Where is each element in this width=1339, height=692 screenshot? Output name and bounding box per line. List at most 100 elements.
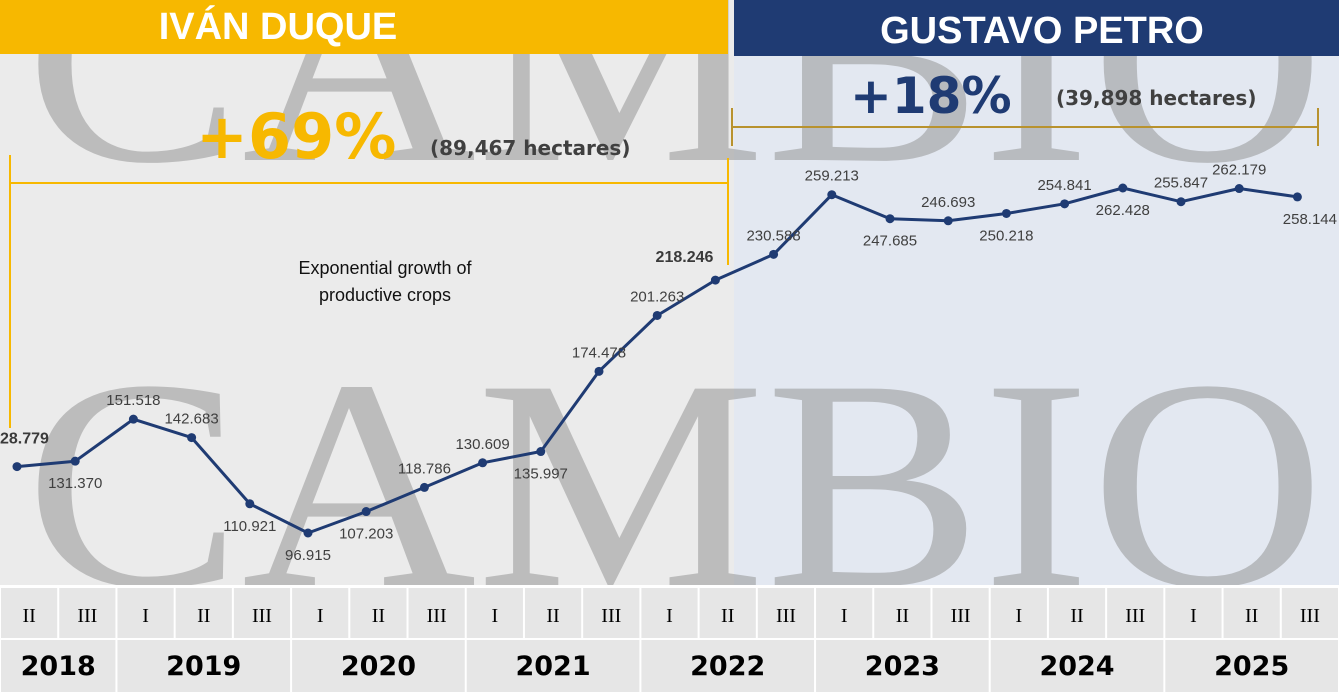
quarter-tick-label: I bbox=[1190, 605, 1197, 627]
quarter-tick-label: I bbox=[317, 605, 324, 627]
data-point bbox=[594, 366, 604, 376]
duque-banner bbox=[0, 0, 728, 54]
data-label: 247.685 bbox=[863, 233, 917, 250]
data-label: 201.263 bbox=[630, 288, 684, 305]
data-label: 258.144 bbox=[1283, 211, 1337, 228]
data-point bbox=[652, 310, 662, 320]
data-label: 151.518 bbox=[106, 392, 160, 409]
petro-growth-percent: +18% bbox=[850, 67, 1012, 125]
data-point bbox=[1176, 197, 1186, 207]
quarter-tick-label: I bbox=[841, 605, 848, 627]
data-label: 218.246 bbox=[656, 249, 714, 266]
quarter-cell bbox=[117, 588, 174, 638]
quarter-cell bbox=[233, 588, 291, 638]
quarter-tick-label: II bbox=[22, 605, 35, 627]
quarter-cell bbox=[874, 588, 931, 638]
quarter-cell bbox=[350, 588, 407, 638]
year-cell bbox=[990, 640, 1164, 692]
duque-bracket bbox=[9, 155, 729, 428]
data-label: 28.779 bbox=[0, 431, 49, 448]
year-tick-label: 2019 bbox=[166, 651, 241, 682]
petro-banner bbox=[734, 0, 1339, 56]
annotation-line-2: productive crops bbox=[319, 285, 451, 305]
quarter-cell bbox=[641, 588, 698, 638]
annotation-line-1: Exponential growth of bbox=[298, 258, 472, 278]
quarter-tick-label: III bbox=[951, 605, 971, 627]
quarter-cell bbox=[1, 588, 58, 638]
quarter-cell bbox=[932, 588, 989, 638]
data-label: 118.786 bbox=[398, 460, 451, 477]
quarter-tick-label: III bbox=[1125, 605, 1145, 627]
year-tick-label: 2018 bbox=[21, 651, 96, 682]
year-cell bbox=[1, 640, 116, 692]
series-group bbox=[12, 183, 1302, 538]
quarter-tick-label: III bbox=[252, 605, 272, 627]
data-point bbox=[303, 528, 313, 538]
data-point bbox=[536, 447, 546, 457]
data-label: 130.609 bbox=[455, 436, 509, 453]
quarter-cell bbox=[175, 588, 232, 638]
quarter-tick-label: II bbox=[546, 605, 559, 627]
data-point bbox=[1060, 199, 1070, 209]
data-label: 96.915 bbox=[285, 547, 331, 564]
quarter-tick-label: III bbox=[601, 605, 621, 627]
quarter-tick-label: II bbox=[197, 605, 210, 627]
quarter-cell bbox=[699, 588, 756, 638]
data-point bbox=[1234, 184, 1244, 194]
data-point bbox=[943, 216, 953, 226]
data-label: 230.588 bbox=[746, 227, 800, 244]
data-label: 142.683 bbox=[164, 411, 218, 428]
year-cell bbox=[641, 640, 815, 692]
data-label: 174.478 bbox=[572, 344, 626, 361]
data-label: 255.847 bbox=[1154, 175, 1208, 192]
year-cell bbox=[1165, 640, 1338, 692]
petro-period-background bbox=[734, 0, 1339, 585]
year-cell bbox=[816, 640, 989, 692]
year-tick-label: 2020 bbox=[341, 651, 416, 682]
data-point bbox=[128, 414, 138, 424]
year-tick-label: 2023 bbox=[865, 651, 940, 682]
data-label: 259.213 bbox=[805, 168, 859, 185]
data-point bbox=[710, 275, 720, 285]
data-point bbox=[419, 482, 429, 492]
quarter-tick-label: II bbox=[721, 605, 734, 627]
quarter-cell bbox=[816, 588, 873, 638]
quarter-cell bbox=[524, 588, 582, 638]
quarter-cell bbox=[1165, 588, 1222, 638]
duque-hectares: (89,467 hectares) bbox=[430, 136, 630, 160]
quarter-tick-label: III bbox=[1300, 605, 1320, 627]
data-label: 246.693 bbox=[921, 194, 975, 211]
quarter-cell bbox=[1281, 588, 1338, 638]
data-point bbox=[187, 433, 197, 443]
quarter-tick-label: I bbox=[1015, 605, 1022, 627]
data-point bbox=[478, 458, 488, 468]
quarter-cell bbox=[466, 588, 523, 638]
quarter-cell bbox=[1223, 588, 1280, 638]
year-tick-label: 2021 bbox=[515, 651, 590, 682]
quarter-cell bbox=[757, 588, 815, 638]
quarter-tick-label: III bbox=[776, 605, 796, 627]
year-cell bbox=[466, 640, 640, 692]
data-point bbox=[12, 462, 22, 472]
quarter-tick-label: III bbox=[427, 605, 447, 627]
petro-hectares: (39,898 hectares) bbox=[1056, 86, 1256, 110]
year-tick-label: 2024 bbox=[1039, 651, 1114, 682]
data-point bbox=[245, 499, 255, 509]
data-label: 262.179 bbox=[1212, 162, 1266, 179]
data-point bbox=[361, 507, 371, 517]
x-axis: II III I II III I II III I II III I II III I II III I II II… bbox=[1, 588, 1338, 692]
data-label: 250.218 bbox=[979, 227, 1033, 244]
duque-period-background bbox=[0, 0, 734, 585]
petro-banner-title: GUSTAVO PETRO bbox=[880, 10, 1204, 52]
quarter-tick-label: I bbox=[142, 605, 149, 627]
data-label: 254.841 bbox=[1037, 177, 1091, 194]
data-label: 262.428 bbox=[1096, 202, 1150, 219]
data-point bbox=[827, 190, 837, 200]
quarter-cell bbox=[990, 588, 1047, 638]
quarter-tick-label: II bbox=[896, 605, 909, 627]
data-point bbox=[885, 214, 895, 224]
quarter-cell bbox=[59, 588, 116, 638]
